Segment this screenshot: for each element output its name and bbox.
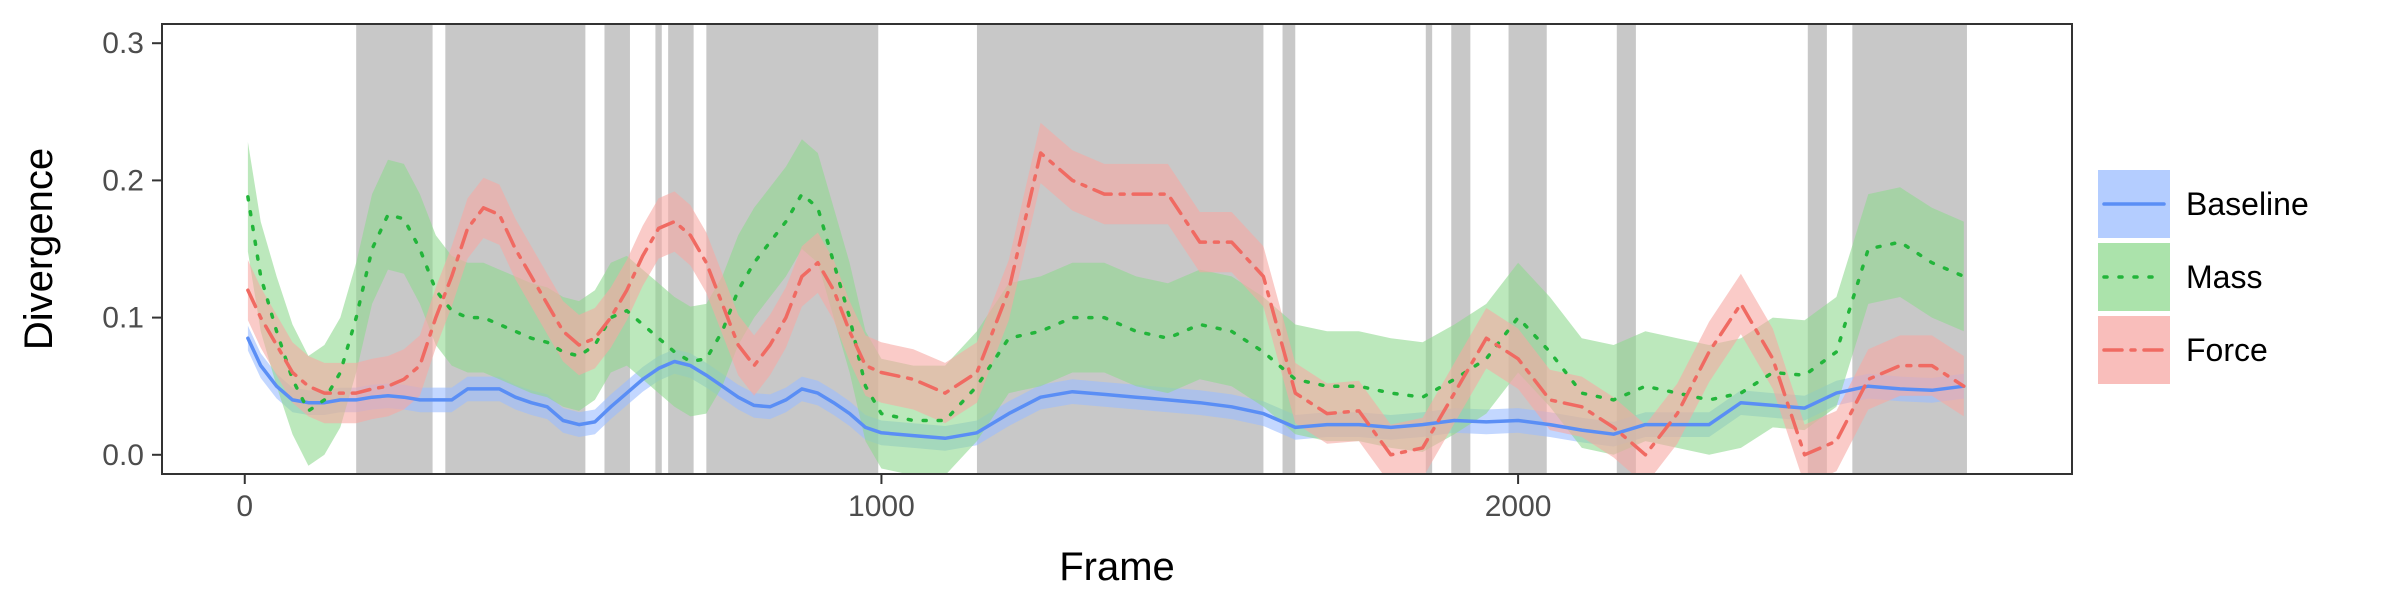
x-axis: 0 1000 2000 bbox=[236, 474, 1551, 523]
series-line-force bbox=[246, 151, 1966, 457]
shaded-interval-8 bbox=[1425, 24, 1433, 474]
y-axis-title: Divergence bbox=[17, 148, 61, 350]
legend-label-force: Force bbox=[2186, 332, 2268, 368]
x-tick-label: 2000 bbox=[1485, 490, 1552, 523]
y-axis: 0.0 0.1 0.2 0.3 bbox=[102, 27, 162, 472]
series-lines bbox=[246, 151, 1966, 457]
y-tick-label: 0.0 bbox=[102, 439, 144, 472]
series-line-mass bbox=[246, 192, 1966, 423]
legend-label-baseline: Baseline bbox=[2186, 186, 2309, 222]
band-force bbox=[247, 122, 1964, 474]
legend: Baseline Mass Force bbox=[2098, 170, 2309, 384]
x-axis-title: Frame bbox=[1059, 545, 1175, 589]
y-tick-label: 0.1 bbox=[102, 302, 144, 335]
series-line-baseline bbox=[246, 336, 1966, 441]
confidence-bands bbox=[247, 122, 1964, 474]
y-tick-label: 0.3 bbox=[102, 27, 144, 60]
y-tick-label: 0.2 bbox=[102, 164, 144, 197]
plot-panel-border bbox=[161, 23, 2073, 475]
x-tick-label: 0 bbox=[236, 490, 253, 523]
x-tick-label: 1000 bbox=[848, 490, 915, 523]
legend-label-mass: Mass bbox=[2186, 259, 2262, 295]
